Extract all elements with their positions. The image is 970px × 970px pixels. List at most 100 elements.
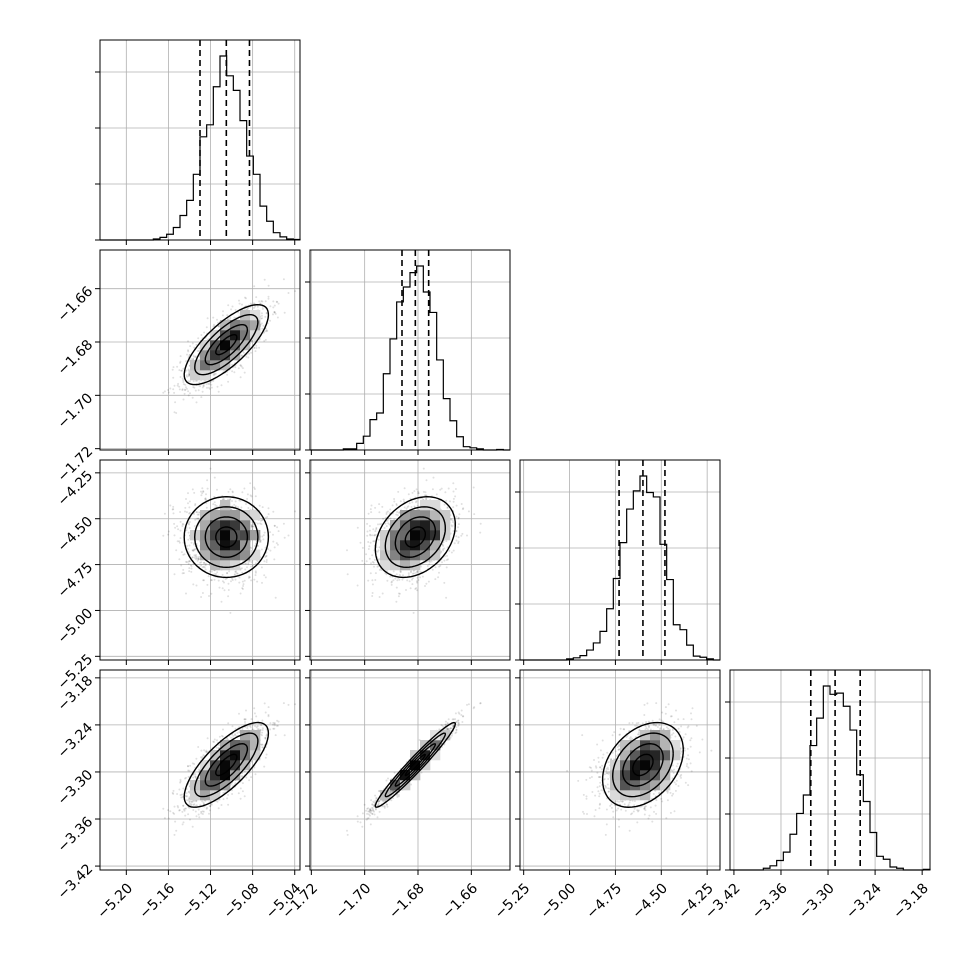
sample-point — [276, 301, 279, 303]
sample-point — [184, 389, 187, 392]
sample-point — [411, 501, 414, 504]
sample-point — [409, 497, 412, 500]
sample-point — [450, 524, 453, 527]
sample-point — [262, 534, 265, 537]
sample-point — [294, 510, 297, 513]
sample-point — [419, 565, 422, 568]
sample-point — [189, 818, 191, 821]
sample-point — [371, 579, 374, 582]
sample-point — [246, 497, 249, 500]
sample-point — [182, 568, 185, 571]
sample-point — [182, 553, 185, 556]
sample-point — [197, 556, 200, 559]
sample-point — [255, 296, 258, 299]
sample-point — [240, 354, 243, 357]
contour-line — [204, 516, 249, 558]
sample-point — [395, 503, 398, 505]
sample-point — [262, 538, 265, 541]
sample-point — [231, 500, 233, 502]
sample-point — [208, 383, 211, 386]
sample-point — [443, 503, 446, 506]
sample-point — [198, 511, 201, 514]
sample-point — [246, 727, 249, 730]
sample-point — [269, 549, 272, 552]
sample-point — [405, 589, 407, 591]
sample-point — [346, 549, 348, 552]
sample-point — [261, 506, 264, 509]
sample-point — [261, 581, 263, 584]
sample-point — [194, 504, 197, 507]
sample-point — [234, 309, 237, 311]
sample-point — [253, 306, 255, 309]
sample-point — [229, 498, 232, 501]
sample-point — [439, 564, 442, 567]
sample-point — [250, 561, 253, 564]
sample-point — [258, 540, 261, 543]
sample-point — [407, 574, 410, 577]
sample-point — [428, 561, 431, 563]
sample-point — [203, 579, 205, 582]
density-cell — [200, 540, 211, 551]
contour-line — [193, 506, 259, 569]
sample-point — [255, 715, 258, 718]
sample-point — [226, 314, 229, 317]
sample-point — [197, 524, 200, 527]
sample-point — [264, 576, 267, 579]
sample-point — [265, 312, 268, 315]
sample-point — [263, 531, 266, 534]
sample-point — [176, 384, 179, 387]
sample-point — [261, 729, 264, 731]
density-cell — [230, 520, 241, 531]
sample-point — [209, 467, 212, 470]
sample-point — [367, 512, 370, 515]
sample-point — [187, 538, 190, 541]
sample-point — [192, 354, 195, 357]
sample-point — [231, 725, 234, 728]
sample-point — [368, 545, 371, 548]
sample-point — [250, 525, 253, 528]
sample-point — [167, 391, 170, 394]
sample-point — [227, 490, 230, 493]
sample-point — [176, 525, 179, 528]
sample-point — [383, 527, 386, 529]
sample-point — [201, 390, 204, 393]
sample-point — [365, 553, 368, 556]
sample-point — [241, 367, 244, 370]
sample-point — [195, 511, 198, 513]
sample-point — [371, 534, 374, 537]
sample-point — [415, 500, 418, 503]
sample-point — [443, 581, 446, 584]
density-cell — [210, 330, 221, 341]
sample-point — [231, 577, 233, 580]
sample-point — [204, 497, 207, 500]
sample-point — [250, 565, 253, 568]
sample-point — [200, 490, 202, 493]
density-cell — [390, 550, 401, 561]
sample-point — [238, 581, 241, 584]
sample-point — [185, 369, 188, 372]
sample-point — [449, 500, 451, 503]
sample-point — [190, 567, 193, 570]
sample-point — [247, 307, 250, 310]
sample-point — [371, 583, 374, 586]
sample-point — [179, 529, 182, 532]
sample-point — [393, 498, 396, 500]
sample-point — [264, 546, 267, 549]
sample-point — [188, 354, 191, 357]
sample-point — [241, 491, 244, 494]
sample-point — [241, 303, 243, 306]
sample-point — [208, 809, 211, 812]
sample-point — [204, 498, 207, 501]
sample-point — [261, 307, 264, 310]
sample-point — [172, 512, 175, 515]
sample-point — [369, 534, 372, 537]
sample-point — [239, 787, 242, 790]
sample-point — [455, 530, 458, 533]
sample-point — [376, 565, 379, 568]
sample-point — [213, 738, 216, 741]
sample-point — [276, 526, 279, 529]
sample-point — [250, 525, 253, 528]
sample-point — [378, 511, 381, 514]
density-cell — [220, 540, 231, 551]
sample-point — [197, 513, 200, 516]
